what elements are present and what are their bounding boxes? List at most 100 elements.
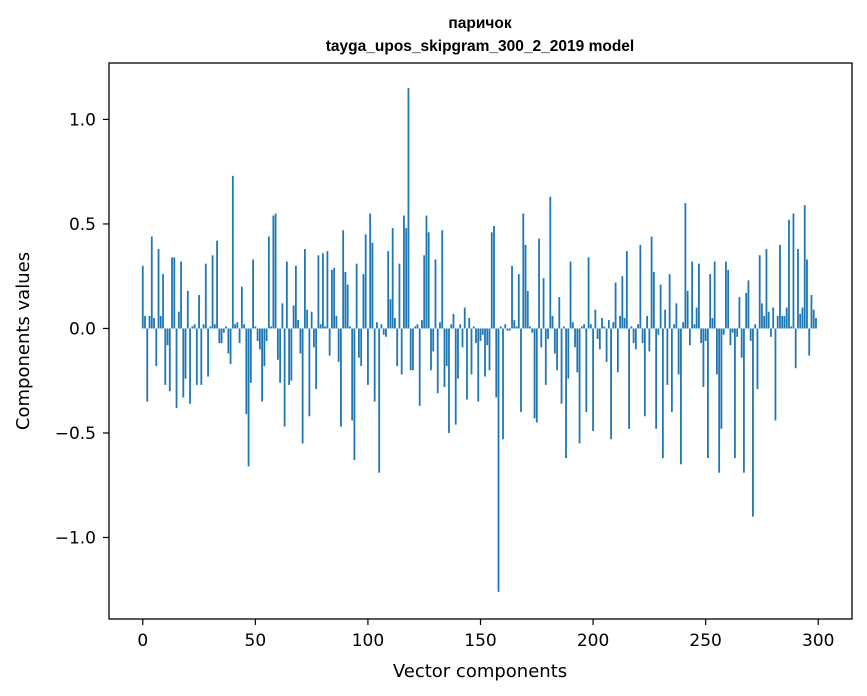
bar-12 (168, 328, 171, 392)
bar-175 (535, 328, 538, 423)
bar-270 (749, 328, 752, 341)
bar-3 (148, 315, 151, 329)
bar-145 (468, 318, 471, 329)
bar-45 (243, 324, 245, 329)
bar-8 (159, 315, 162, 329)
bar-139 (454, 328, 457, 425)
bar-4 (150, 236, 153, 329)
bar-88 (340, 328, 342, 427)
bar-216 (628, 328, 630, 429)
bar-297 (810, 295, 813, 329)
bar-246 (695, 307, 698, 329)
bar-202 (596, 328, 599, 339)
bar-254 (713, 261, 716, 329)
bar-125 (423, 255, 426, 329)
bar-17 (180, 261, 182, 329)
bar-176 (538, 238, 540, 329)
bar-51 (256, 328, 259, 341)
bar-229 (657, 328, 660, 335)
bar-35 (220, 328, 223, 344)
bar-268 (745, 292, 748, 329)
bar-185 (558, 297, 561, 329)
bar-201 (594, 309, 597, 329)
chart-title-line1: паричок (448, 15, 511, 32)
bar-149 (477, 328, 480, 402)
bar-271 (752, 328, 754, 517)
bar-194 (578, 328, 581, 444)
bar-32 (213, 324, 216, 329)
bar-281 (774, 328, 777, 421)
bar-190 (569, 261, 572, 329)
bar-215 (625, 251, 628, 329)
bar-92 (349, 326, 351, 329)
bar-258 (722, 328, 725, 335)
bar-106 (380, 324, 383, 329)
bar-52 (258, 328, 261, 350)
bar-170 (524, 244, 527, 329)
bar-277 (765, 249, 768, 329)
x-tick-label: 100 (352, 631, 384, 651)
bar-211 (616, 328, 619, 373)
bar-256 (718, 328, 721, 473)
bar-43 (238, 328, 241, 344)
bar-16 (177, 311, 180, 329)
bar-240 (682, 322, 685, 329)
bar-96 (358, 328, 360, 358)
bar-156 (493, 226, 495, 329)
bar-82 (326, 251, 329, 329)
bar-80 (321, 253, 324, 329)
bar-224 (646, 315, 649, 329)
bar-46 (245, 328, 248, 415)
bar-278 (767, 311, 770, 329)
bar-117 (405, 228, 408, 329)
bar-18 (182, 328, 185, 398)
bar-196 (583, 324, 585, 329)
bar-27 (202, 324, 205, 329)
bar-210 (614, 282, 617, 329)
bar-71 (301, 328, 304, 444)
bar-188 (565, 328, 567, 459)
bar-26 (200, 328, 203, 385)
bar-250 (704, 328, 707, 341)
bar-105 (378, 328, 381, 473)
bar-66 (290, 328, 293, 381)
bar-294 (803, 205, 806, 329)
bar-97 (360, 328, 363, 367)
bar-228 (655, 328, 658, 429)
bar-99 (364, 234, 367, 329)
bar-132 (439, 322, 441, 329)
bar-259 (725, 261, 727, 329)
bar-206 (605, 328, 608, 362)
chart-title-line2: tayga_upos_skipgram_300_2_2019 model (326, 38, 634, 55)
bar-90 (344, 272, 347, 329)
bar-242 (686, 290, 689, 329)
bar-37 (225, 326, 227, 329)
bar-84 (331, 269, 333, 329)
bar-199 (589, 324, 592, 329)
bar-279 (770, 328, 772, 337)
bars (141, 88, 817, 592)
bar-142 (461, 328, 464, 348)
bar-65 (288, 328, 291, 385)
bar-284 (781, 315, 784, 329)
bar-157 (495, 328, 498, 398)
bar-169 (522, 213, 525, 329)
bar-127 (427, 232, 430, 329)
bar-167 (517, 274, 520, 329)
bar-39 (229, 328, 232, 364)
bar-0 (141, 265, 144, 329)
bar-62 (281, 303, 284, 329)
bar-128 (430, 328, 432, 371)
bar-234 (668, 274, 671, 329)
bar-178 (542, 278, 545, 329)
bar-214 (623, 318, 626, 329)
bar-283 (779, 244, 781, 329)
bar-227 (652, 272, 655, 329)
bar-243 (688, 328, 691, 346)
bar-158 (497, 328, 500, 592)
bar-257 (720, 328, 723, 429)
bar-48 (249, 328, 252, 383)
bar-298 (812, 309, 815, 329)
bar-191 (571, 322, 574, 329)
